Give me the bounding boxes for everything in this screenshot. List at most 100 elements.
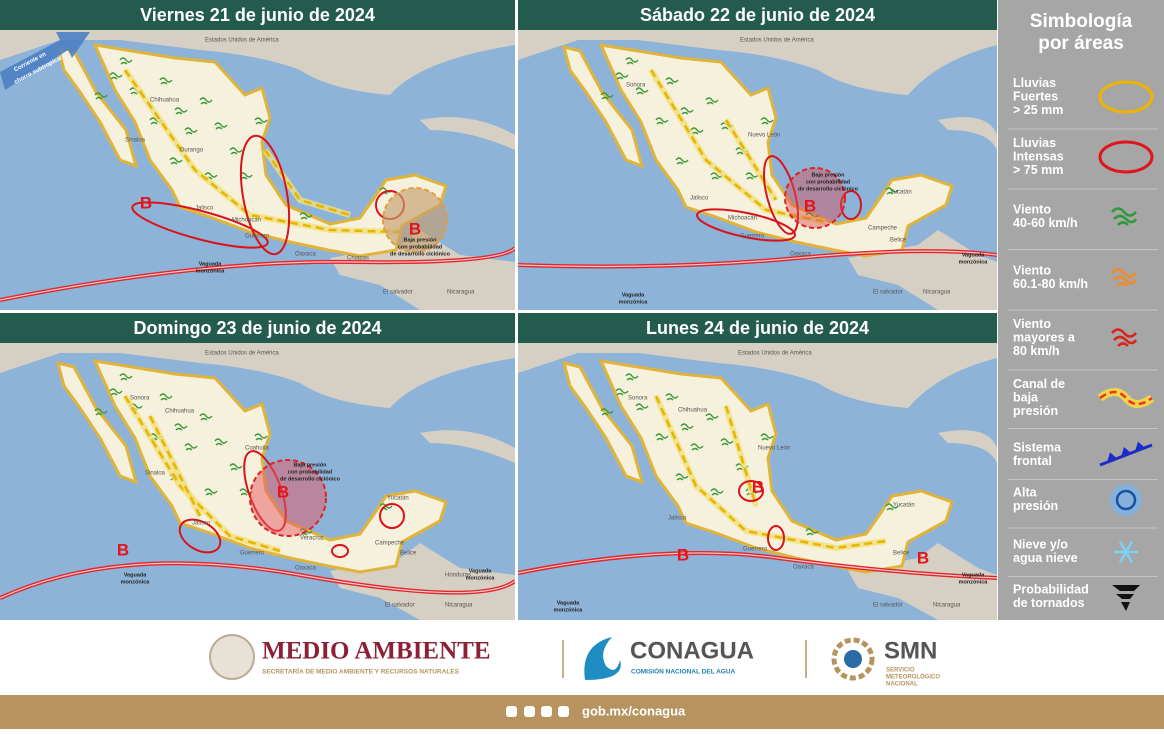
usa-land xyxy=(0,30,515,95)
map-label: Nicaragua xyxy=(445,603,473,609)
smn-name: SMN xyxy=(884,637,937,664)
map-label: Honduras xyxy=(445,573,471,579)
map-label: Veracruz xyxy=(300,536,324,542)
legend-label: Lluvias xyxy=(1013,136,1056,150)
legend-label: Intensas xyxy=(1013,149,1064,163)
map-label: Chiapas xyxy=(347,256,369,262)
heavy-rain-area xyxy=(762,155,800,235)
social-icon[interactable] xyxy=(558,706,569,717)
map-label: Sonora xyxy=(626,83,646,89)
wind-icon xyxy=(174,107,188,115)
legend-label: Viento xyxy=(1013,317,1051,331)
map-panel: Sábado 22 de junio de 2024 Estados Unidos… xyxy=(518,0,997,310)
map-label: El salvador xyxy=(873,603,903,609)
wind-icon xyxy=(885,187,899,195)
low-pressure-marker: B xyxy=(117,540,129,559)
legend-icon xyxy=(1099,390,1153,406)
map-panel: Lunes 24 de junio de 2024 Estados Unidos … xyxy=(518,313,997,620)
map-label: Sonora xyxy=(130,396,150,402)
map-label: Oaxaca xyxy=(295,252,316,258)
social-icon[interactable] xyxy=(506,706,517,717)
smn-logo xyxy=(831,637,875,681)
jet-stream-arrow xyxy=(0,32,90,90)
wind-icon xyxy=(229,463,243,471)
wind-icon xyxy=(184,127,198,135)
map-label: Oaxaca xyxy=(790,252,811,258)
mexico xyxy=(55,43,448,258)
map-label: Yucatán xyxy=(890,190,912,196)
wind-icon xyxy=(760,433,774,441)
map-label: Yucatán xyxy=(893,503,915,509)
panel-header xyxy=(518,313,997,343)
map-label: Jalisco xyxy=(690,196,709,202)
social-icon[interactable] xyxy=(524,706,535,717)
legend-icon xyxy=(1135,441,1145,452)
wind-icon xyxy=(214,438,228,446)
social-icon[interactable] xyxy=(541,706,552,717)
monsoon-trough-inner xyxy=(518,250,997,268)
usa-land xyxy=(518,30,997,95)
map-label: El salvador xyxy=(385,603,415,609)
mexico xyxy=(561,43,954,258)
map-label: con probabilidad xyxy=(806,179,850,185)
map-label: El salvador xyxy=(873,290,903,296)
map-label: Campeche xyxy=(868,226,898,232)
mexico-mainland xyxy=(92,43,448,258)
panel-title: Sábado 22 de junio de 2024 xyxy=(640,5,875,25)
map-label: Sonora xyxy=(628,396,648,402)
legend-label: presión xyxy=(1013,499,1058,513)
usa-land xyxy=(0,343,515,408)
wind-icon xyxy=(214,122,228,130)
wind-icon xyxy=(254,433,268,441)
footer-url[interactable]: gob.mx/conagua xyxy=(582,703,686,718)
wind-icon xyxy=(174,423,188,431)
legend-title: por áreas xyxy=(1038,33,1124,54)
legend-label: 80 km/h xyxy=(1013,344,1060,358)
wind-icon xyxy=(665,77,679,85)
map-label: Vaguada xyxy=(199,261,223,267)
trough-line xyxy=(123,395,281,553)
central-america-land xyxy=(330,543,515,620)
map-label: con probabilidad xyxy=(288,469,332,475)
map-label: Sinaloa xyxy=(145,471,166,477)
map-label: monzónica xyxy=(959,259,989,265)
legend-icon xyxy=(1111,268,1138,287)
map-label: Coahuila xyxy=(245,446,269,452)
low-pressure-area xyxy=(784,167,846,229)
footer: MEDIO AMBIENTE SECRETARÍA DE MEDIO AMBIEN… xyxy=(209,634,940,718)
legend-icon xyxy=(1107,452,1117,463)
low-pressure-marker: B xyxy=(140,193,152,212)
wind-icon xyxy=(169,157,183,165)
legend-label: 40-60 km/h xyxy=(1013,216,1078,230)
map-label: Baja presión xyxy=(293,462,327,468)
map-label: Estados Unidos de América xyxy=(738,351,812,357)
mexico-mainland xyxy=(598,359,954,574)
cuba-land xyxy=(420,430,515,463)
panel-header xyxy=(0,0,515,30)
legend-icon xyxy=(1111,207,1138,226)
wind-icon xyxy=(119,373,133,381)
map-label: Nicaragua xyxy=(933,603,961,609)
low-pressure-marker: B xyxy=(752,477,764,496)
wind-icon xyxy=(710,488,724,496)
wind-icon xyxy=(615,72,629,80)
wind-icon xyxy=(675,473,689,481)
map-label: Nicaragua xyxy=(923,290,951,296)
map-label: Vaguada xyxy=(469,568,493,574)
map-label: Vaguada xyxy=(962,572,986,578)
wind-icon xyxy=(720,438,734,446)
map-label: Jalisco xyxy=(192,521,211,527)
legend-label: Lluvias xyxy=(1013,76,1056,90)
map-label: Campeche xyxy=(375,541,405,547)
panel-title: Domingo 23 de junio de 2024 xyxy=(133,318,381,338)
map-label: Oaxaca xyxy=(793,565,814,571)
map-panel: Domingo 23 de junio de 2024 Estados Unido… xyxy=(0,313,515,620)
map-label: de desarrollo ciclónico xyxy=(280,476,341,482)
central-america-land xyxy=(848,543,997,620)
wind-icon xyxy=(655,117,669,125)
map-label: Belice xyxy=(400,551,417,557)
legend-icon xyxy=(1111,328,1138,347)
map-label: Jalisco xyxy=(195,206,214,212)
map-label: Guerrero xyxy=(740,234,765,240)
legend-label: agua nieve xyxy=(1013,551,1078,565)
